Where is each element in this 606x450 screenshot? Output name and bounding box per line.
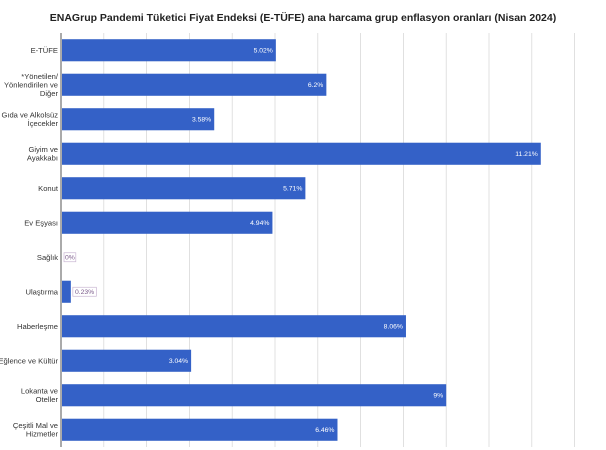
value-label: 8.06% xyxy=(384,324,403,331)
category-label: Giyim ve Ayakkabı xyxy=(27,145,58,163)
category-label-line: İçecekler xyxy=(28,119,59,128)
bar xyxy=(62,349,192,372)
value-label: 6.46% xyxy=(315,427,334,434)
value-label: 5.02% xyxy=(254,48,273,55)
value-labels: 5.02% 6.2% 3.58% 11.21% 5.71% 4.94% 0% 0.23% 8.0… xyxy=(63,48,538,434)
category-label-line: Ulaştırma xyxy=(26,287,59,296)
category-label-line: Ev Eşyası xyxy=(24,218,58,227)
category-label: E-TÜFE xyxy=(31,46,58,55)
category-label-line: Diğer xyxy=(40,89,59,98)
value-label: 0% xyxy=(65,255,75,262)
bar xyxy=(62,177,306,200)
bar xyxy=(62,418,338,441)
bar xyxy=(62,39,276,62)
bar xyxy=(62,142,541,165)
category-label-line: Oteller xyxy=(36,395,59,404)
category-label-line: Eğlence ve Kültür xyxy=(0,356,58,365)
bar xyxy=(62,280,71,303)
category-labels: E-TÜFE *Yönetilen/Yönlendirilen ve Diğer Gı… xyxy=(0,46,59,439)
category-label-line: Haberleşme xyxy=(17,322,58,331)
category-label-line: Konut xyxy=(38,184,59,193)
category-label: Çeşitli Mal ve Hizmetler xyxy=(13,421,59,439)
value-label: 11.21% xyxy=(515,151,538,158)
value-label: 4.94% xyxy=(250,220,269,227)
bar xyxy=(62,384,447,407)
category-label-line: E-TÜFE xyxy=(31,46,58,55)
category-label: Lokanta ve Oteller xyxy=(21,387,59,405)
value-label-box xyxy=(72,286,97,297)
value-label: 3.04% xyxy=(169,358,188,365)
category-label-line: Çeşitli Mal ve xyxy=(13,421,58,430)
category-label-line: Gıda ve Alkolsüz xyxy=(1,111,58,120)
category-label: Haberleşme xyxy=(17,322,58,331)
value-label: 6.2% xyxy=(308,82,324,89)
bar xyxy=(62,108,215,131)
gridlines xyxy=(60,33,575,447)
category-label-line: *Yönetilen/ xyxy=(21,72,59,81)
value-label: 5.71% xyxy=(283,186,302,193)
bar xyxy=(62,211,273,234)
category-label: Konut xyxy=(38,184,59,193)
category-label: *Yönetilen/Yönlendirilen ve Diğer xyxy=(4,72,59,98)
category-label: Ev Eşyası xyxy=(24,218,58,227)
bars xyxy=(62,39,541,441)
category-label: Ulaştırma xyxy=(26,287,59,296)
value-label: 3.58% xyxy=(192,117,211,124)
value-label: 9% xyxy=(433,393,443,400)
value-label-box xyxy=(63,252,77,263)
category-label-line: Sağlık xyxy=(37,253,58,262)
value-label: 0.23% xyxy=(75,289,94,296)
category-label-line: Lokanta ve xyxy=(21,387,58,396)
category-label: Eğlence ve Kültür xyxy=(0,356,58,365)
category-label-line: Hizmetler xyxy=(26,430,59,439)
chart-title: ENAGrup Pandemi Tüketici Fiyat Endeksi (… xyxy=(49,12,557,24)
category-label-line: Yönlendirilen ve xyxy=(4,80,58,89)
bar xyxy=(62,73,327,96)
category-label: Gıda ve Alkolsüz İçecekler xyxy=(1,111,58,129)
category-label: Sağlık xyxy=(37,253,58,262)
bar xyxy=(62,315,406,338)
category-label-line: Giyim ve xyxy=(28,145,58,154)
category-label-line: Ayakkabı xyxy=(27,154,58,163)
